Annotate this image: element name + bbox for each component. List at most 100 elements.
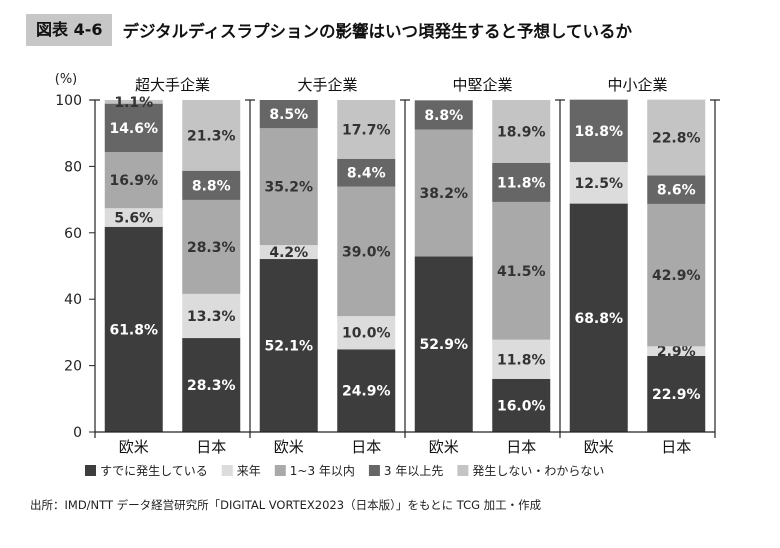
bar-segment	[104, 100, 163, 104]
category-label: 日本	[506, 438, 536, 456]
bar-segment	[259, 128, 318, 246]
bar-segment	[337, 349, 396, 432]
group-title: 中堅企業	[452, 76, 512, 94]
bar-segment	[414, 100, 473, 130]
stacked-bar-chart: 0 20 40 60 80 100 (%) 61.8% 5.6% 16.9% 14.6% 1.1% 28…	[55, 72, 720, 478]
data-label: 35.2%	[264, 180, 313, 196]
data-label: 16.0%	[497, 398, 546, 414]
group-title: 大手企業	[297, 76, 357, 94]
bar-segment	[259, 100, 318, 129]
data-label: 22.9%	[652, 387, 701, 403]
bar-segment	[492, 378, 551, 432]
data-label: 24.9%	[342, 384, 391, 400]
bar-segment	[182, 100, 241, 171]
category-label: 欧米	[119, 438, 149, 456]
legend-swatch	[274, 465, 286, 476]
bar-segment	[414, 129, 473, 257]
data-label: 5.6%	[114, 211, 153, 227]
legend-label: すでに発生している	[100, 464, 208, 478]
y-tick-label-20: 20	[64, 359, 82, 375]
bar-segment	[647, 355, 706, 432]
data-label: 13.3%	[187, 309, 236, 325]
bar-segment	[569, 203, 628, 432]
bar-segment	[647, 99, 706, 176]
data-label: 38.2%	[419, 186, 468, 202]
data-label: 8.8%	[192, 178, 231, 194]
category-label: 欧米	[584, 438, 614, 456]
group-title: 中小企業	[607, 76, 667, 94]
data-label: 61.8%	[109, 322, 158, 338]
category-label: 日本	[196, 438, 226, 456]
data-label: 8.5%	[269, 107, 308, 123]
y-tick-label-100: 100	[55, 93, 82, 109]
bar-segment	[569, 99, 628, 163]
bar-segment	[647, 203, 706, 347]
y-tick-label-40: 40	[64, 292, 82, 308]
y-tick-label-0: 0	[73, 425, 82, 441]
bar-segment	[569, 162, 628, 204]
figure-title: デジタルディスラプションの影響はいつ頃発生すると予想しているか	[122, 22, 633, 41]
y-unit-label: (%)	[55, 72, 78, 87]
bar-segment	[414, 256, 473, 432]
y-tick-label-80: 80	[64, 159, 82, 175]
category-label: 日本	[351, 438, 381, 456]
data-label: 14.6%	[109, 121, 158, 137]
group-title: 超大手企業	[135, 76, 210, 94]
bar-segment	[647, 346, 706, 356]
data-label: 68.8%	[574, 311, 623, 327]
bar-segment	[104, 103, 163, 153]
data-label: 8.4%	[347, 166, 386, 182]
data-label: 39.0%	[342, 244, 391, 260]
bar-segment	[492, 162, 551, 202]
bar-segment	[337, 186, 396, 317]
data-label: 12.5%	[574, 176, 623, 192]
bar-segment	[259, 245, 318, 260]
data-label: 18.9%	[497, 124, 546, 140]
data-label: 28.3%	[187, 240, 236, 256]
legend-swatch	[85, 465, 96, 476]
data-label: 16.9%	[109, 173, 158, 189]
bar-segment	[492, 201, 551, 340]
bar-segment	[259, 259, 318, 432]
bar-segment	[492, 339, 551, 379]
data-label: 28.3%	[187, 378, 236, 394]
data-label: 1.1%	[114, 95, 153, 111]
category-label: 日本	[661, 438, 691, 456]
figure-header: 図表 4-6 デジタルディスラプションの影響はいつ頃発生すると予想しているか	[26, 14, 632, 46]
category-label: 欧米	[274, 438, 304, 456]
data-label: 52.1%	[264, 339, 313, 355]
data-label: 18.8%	[574, 124, 623, 140]
figure-number: 図表 4-6	[26, 14, 113, 46]
data-label: 4.2%	[269, 245, 308, 261]
data-label: 21.3%	[187, 128, 236, 144]
category-label: 欧米	[429, 438, 459, 456]
legend-label: 発生しない・わからない	[472, 464, 604, 478]
bar-segment	[104, 152, 163, 209]
data-label: 10.0%	[342, 326, 391, 342]
bar-segment	[337, 316, 396, 350]
bar-segment	[182, 293, 241, 339]
bar-segment	[492, 100, 551, 163]
data-label: 41.5%	[497, 264, 546, 280]
bar-segment	[337, 100, 396, 159]
data-label: 8.8%	[424, 108, 463, 124]
data-label: 8.6%	[657, 183, 696, 199]
data-label: 2.9%	[657, 344, 696, 360]
legend-label: 来年	[237, 464, 261, 478]
bar-segment	[104, 208, 163, 227]
legend-swatch	[457, 465, 469, 476]
y-tick-label-60: 60	[64, 226, 82, 242]
source-note: 出所：IMD/NTT データ経営研究所「DIGITAL VORTEX2023（日…	[30, 498, 542, 512]
legend-swatch	[221, 465, 233, 476]
data-label: 52.9%	[419, 337, 468, 353]
legend-swatch	[368, 465, 380, 476]
data-label: 11.8%	[497, 175, 546, 191]
bar-segment	[104, 226, 163, 432]
data-label: 11.8%	[497, 352, 546, 368]
bar-segment	[337, 158, 396, 187]
bar-segment	[647, 175, 706, 204]
legend-label: 1~3 年以内	[290, 464, 355, 478]
data-label: 17.7%	[342, 122, 391, 138]
bar-segment	[182, 170, 241, 200]
data-label: 42.9%	[652, 268, 701, 284]
